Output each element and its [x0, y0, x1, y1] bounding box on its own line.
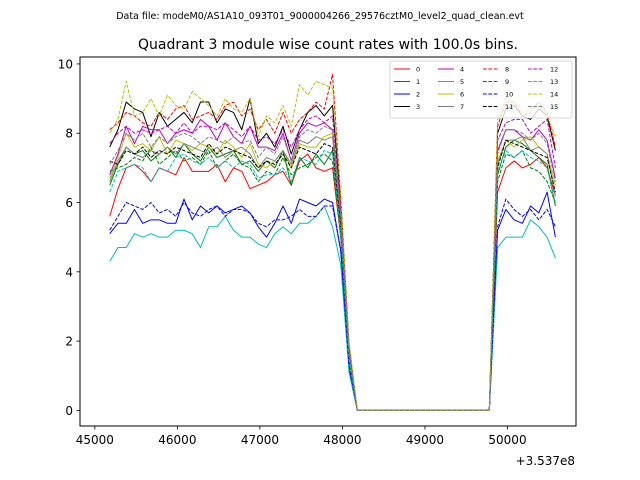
y-tick-label: 0 — [65, 404, 73, 418]
x-tick-label: 49000 — [406, 433, 444, 447]
series-line-8 — [109, 73, 556, 411]
legend-frame — [389, 60, 573, 119]
y-axis: 0 2 4 6 8 10 — [58, 57, 80, 418]
y-tick-label: 2 — [65, 335, 73, 349]
legend-label-8: 8 — [505, 65, 509, 73]
legend-label-1: 1 — [416, 78, 420, 86]
x-tick-label: 45000 — [76, 433, 114, 447]
y-tick-label: 4 — [65, 265, 73, 279]
legend-label-13: 13 — [550, 78, 558, 86]
legend-label-10: 10 — [505, 90, 513, 98]
series-line-10 — [109, 198, 556, 411]
legend-label-2: 2 — [416, 90, 420, 98]
axes-frame — [79, 56, 577, 427]
legend-label-7: 7 — [460, 103, 464, 111]
legend-label-9: 9 — [505, 78, 509, 86]
y-tick-label: 8 — [65, 127, 73, 141]
x-tick-label: 48000 — [323, 433, 361, 447]
legend-label-0: 0 — [416, 65, 420, 73]
x-tick-label: 46000 — [158, 433, 196, 447]
legend-label-11: 11 — [505, 103, 513, 111]
chart-title: Quadrant 3 module wise count rates with … — [138, 37, 518, 53]
y-tick-label: 6 — [65, 196, 73, 210]
series-layer — [109, 73, 556, 411]
legend-label-12: 12 — [550, 65, 558, 73]
legend-label-5: 5 — [460, 78, 464, 86]
legend-label-14: 14 — [550, 90, 558, 98]
series-line-15 — [109, 125, 556, 411]
x-axis: 45000 46000 47000 48000 49000 50000 — [76, 426, 527, 447]
legend-label-3: 3 — [416, 103, 420, 111]
y-tick-label: 10 — [58, 57, 73, 71]
x-tick-label: 47000 — [241, 433, 279, 447]
x-tick-label: 50000 — [488, 433, 526, 447]
series-line-12 — [109, 115, 556, 411]
figure-suptitle: Data file: modeM0/AS1A10_093T01_90000042… — [116, 11, 524, 22]
x-axis-offset-label: +3.537e8 — [516, 454, 575, 468]
legend-label-4: 4 — [460, 65, 464, 73]
legend-label-15: 15 — [550, 103, 558, 111]
legend-label-6: 6 — [460, 90, 464, 98]
